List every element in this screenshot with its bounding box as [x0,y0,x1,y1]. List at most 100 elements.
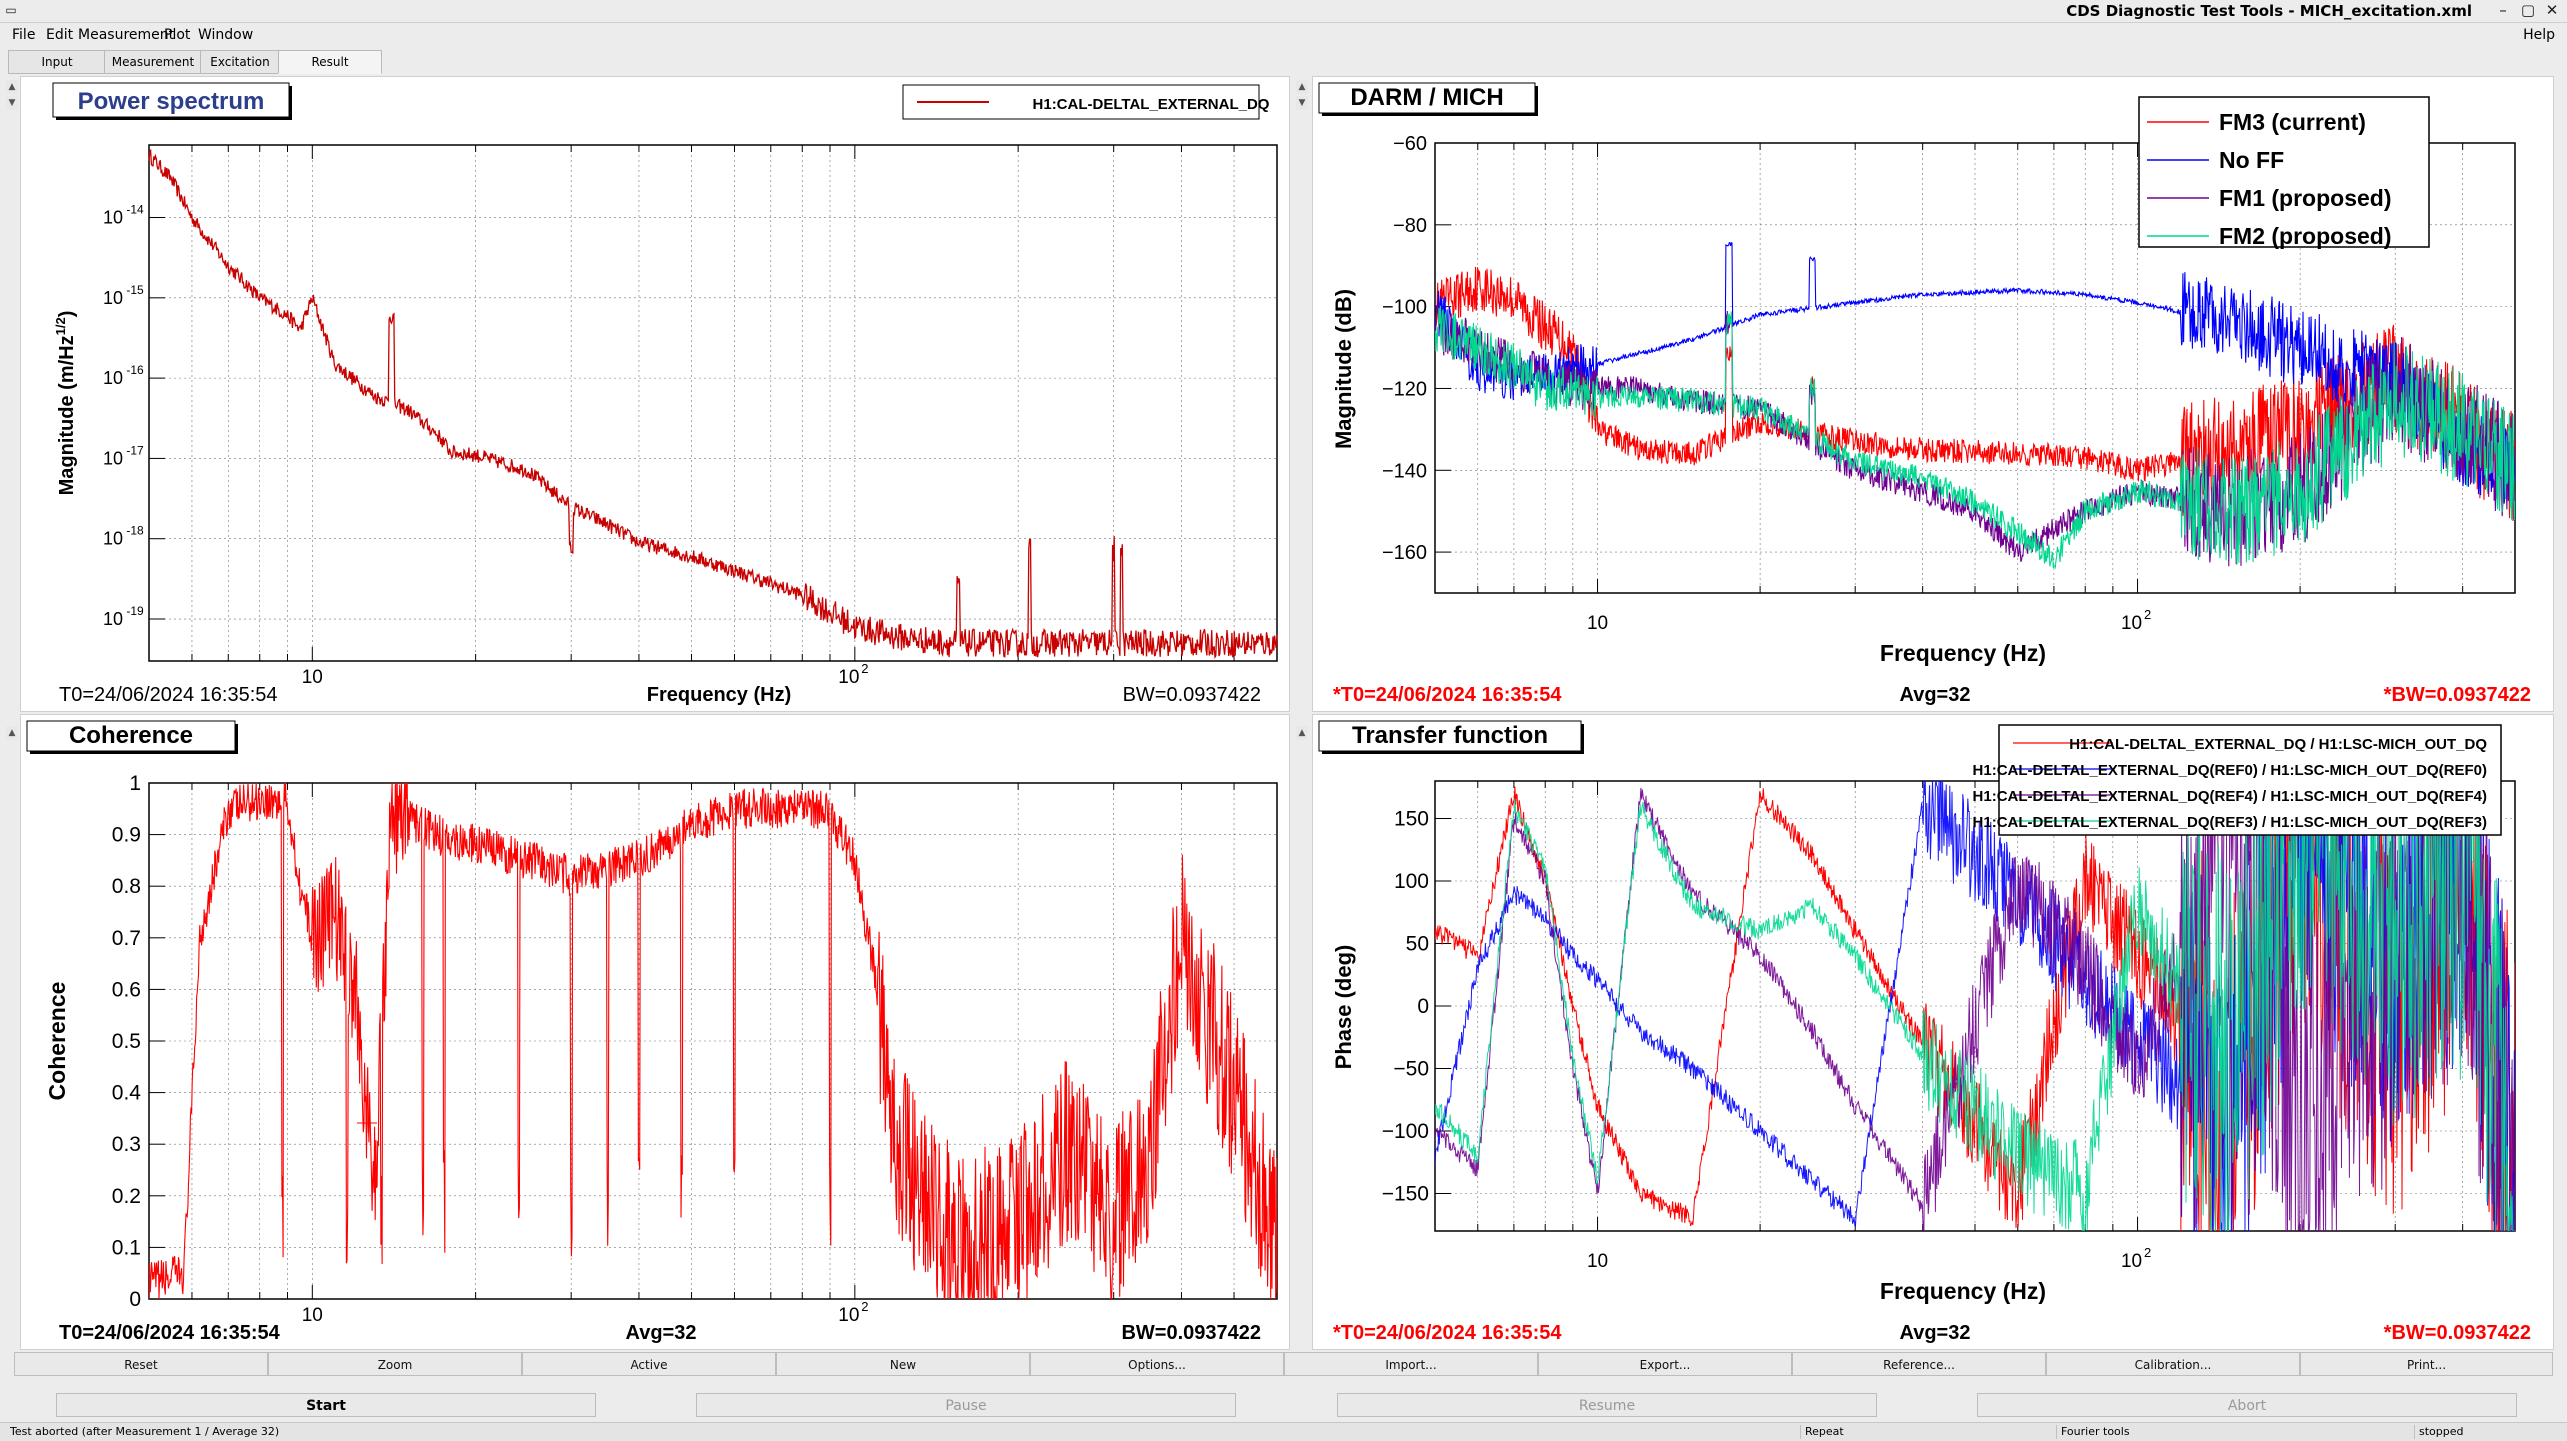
abort-button[interactable]: Abort [1977,1393,2517,1417]
transfer-function-plot[interactable]: 150 100 50 0 −50 −100 −150 Transfer function H1:… [1313,715,2553,1349]
power-footer-t0: T0=24/06/2024 16:35:54 [59,684,278,706]
tab-input[interactable]: Input [8,50,106,74]
pause-button[interactable]: Pause [696,1393,1236,1417]
y-tick-label: 50 [1406,933,1429,956]
zoom-button[interactable]: Zoom [268,1352,522,1376]
y-tick-label-exp: -15 [126,283,144,297]
tab-measurement[interactable]: Measurement [104,50,202,74]
darm-mich-plot[interactable]: −60 −80 −100 −120 −140 −160 DARM / MICH FM3 (cu… [1313,77,2553,711]
coherence-series-line [149,783,1277,1299]
window-title: CDS Diagnostic Test Tools - MICH_excitat… [2066,2,2472,20]
tf-series-2 [1435,781,2515,1231]
options-button[interactable]: Options... [1030,1352,1284,1376]
y-tick-label: 0.2 [112,1185,141,1208]
y-tick-label: −160 [1382,542,1427,564]
darm-series-3 [1435,305,2515,570]
y-tick-label: 0.5 [112,1030,141,1053]
menu-help[interactable]: Help [2523,27,2555,43]
y-tick-label: 0.6 [112,978,141,1001]
tf-footer-avg: Avg=32 [1900,1322,1971,1344]
darm-title-box [1318,82,1536,114]
menu-window[interactable]: Window [198,27,254,43]
y-tick-label: 10 [103,288,123,308]
tf-x-tick-10: 10 [1587,1251,1608,1272]
y-tick-label-exp: -16 [126,363,144,377]
power-footer-bw: BW=0.0937422 [1123,684,1261,706]
menu-plot[interactable]: Plot [164,27,191,43]
y-tick-label: 0.9 [112,824,141,847]
coherence-title: Coherence [69,722,193,749]
tf-footer-bw: *BW=0.0937422 [2384,1322,2531,1344]
y-tick-label: 0.7 [112,927,141,950]
y-tick-label: −100 [1382,1120,1429,1143]
darm-legend-label: FM3 (current) [2219,109,2366,135]
tf-series-3 [1435,781,2515,1231]
power-xlabel: Frequency (Hz) [647,684,791,706]
minimize-icon[interactable]: – [2499,1,2507,19]
coherence-panel[interactable]: 0 0.1 0.2 0.3 0.4 0.5 0.6 0.7 0.8 0.9 1 Coherence Co… [20,714,1290,1350]
darm-series-1 [1435,242,2515,504]
transfer-function-panel[interactable]: 150 100 50 0 −50 −100 −150 Transfer function H1:… [1312,714,2554,1350]
power-plot-frame [148,144,1278,662]
new-button[interactable]: New [776,1352,1030,1376]
darm-footer-bw: *BW=0.0937422 [2384,684,2531,706]
scroll-up-icon[interactable]: ▲ [1296,80,1308,94]
close-icon[interactable]: ✕ [2545,1,2559,19]
darm-mich-panel[interactable]: −60 −80 −100 −120 −140 −160 DARM / MICH FM3 (cu… [1312,76,2554,712]
scroll-up-icon[interactable]: ▲ [6,726,18,740]
y-tick-label: 100 [1394,870,1429,893]
reference-button[interactable]: Reference... [1792,1352,2046,1376]
coherence-ylabel: Coherence [44,982,70,1101]
coherence-footer-bw: BW=0.0937422 [1121,1322,1261,1344]
export-button[interactable]: Export... [1538,1352,1792,1376]
tf-footer-t0: *T0=24/06/2024 16:35:54 [1333,1322,1562,1344]
y-tick-label: 0.3 [112,1133,141,1156]
window-menu-icon[interactable]: ▭ [5,3,17,17]
status-fourier: Fourier tools [2056,1425,2130,1439]
y-tick-label-exp: -19 [126,604,144,618]
y-tick-label: −100 [1382,297,1427,319]
darm-x-tick-100-exp: 2 [2144,607,2151,622]
status-state: stopped [2414,1425,2464,1439]
calibration-button[interactable]: Calibration... [2046,1352,2300,1376]
y-tick-label: 1 [129,772,141,795]
active-button[interactable]: Active [522,1352,776,1376]
darm-legend-label: No FF [2219,147,2284,173]
coherence-footer-avg: Avg=32 [626,1322,697,1344]
y-tick-label: 150 [1394,808,1429,831]
reset-button[interactable]: Reset [14,1352,268,1376]
tf-ylabel: Phase (deg) [1331,945,1356,1070]
y-tick-label: 10 [103,609,123,629]
y-tick-label: 0.1 [112,1236,141,1259]
resume-button[interactable]: Resume [1337,1393,1877,1417]
power-spectrum-panel[interactable]: 10 -19 10 -18 10 -17 10 -16 10 -15 10 -14 Power spec… [20,76,1290,712]
menu-measurement[interactable]: Measurement [78,27,175,43]
darm-footer-avg: Avg=32 [1900,684,1971,706]
darm-x-tick-100: 10 [2121,613,2142,634]
tab-result[interactable]: Result [278,50,382,74]
tab-excitation[interactable]: Excitation [200,50,280,74]
scroll-up-icon[interactable]: ▲ [1296,726,1308,740]
menu-bar: File Edit Measurement Plot Window Help [0,24,2567,46]
y-tick-label: 10 [103,529,123,549]
darm-legend-label: FM2 (proposed) [2219,223,2392,249]
print-button[interactable]: Print... [2300,1352,2553,1376]
start-button[interactable]: Start [56,1393,596,1417]
status-message: Test aborted (after Measurement 1 / Aver… [10,1425,280,1438]
scroll-up-icon[interactable]: ▲ [6,80,18,94]
tf-legend-label: H1:CAL-DELTAL_EXTERNAL_DQ(REF0) / H1:LSC… [1973,762,2487,779]
y-tick-label: 10 [103,448,123,468]
scroll-down-icon[interactable]: ▼ [6,96,18,110]
tf-x-tick-100: 10 [2121,1251,2142,1272]
import-button[interactable]: Import... [1284,1352,1538,1376]
maximize-icon[interactable]: ▢ [2520,1,2536,19]
coherence-plot-frame [148,782,1278,1300]
scroll-down-icon[interactable]: ▼ [1296,96,1308,110]
coherence-plot[interactable]: 0 0.1 0.2 0.3 0.4 0.5 0.6 0.7 0.8 0.9 1 Coherence Co… [21,715,1289,1349]
tf-x-tick-100-exp: 2 [2144,1245,2151,1260]
menu-file[interactable]: File [12,27,36,43]
darm-xlabel: Frequency (Hz) [1880,640,2046,666]
coherence-x-tick-100-exp: 2 [861,1299,868,1314]
menu-edit[interactable]: Edit [46,27,74,43]
